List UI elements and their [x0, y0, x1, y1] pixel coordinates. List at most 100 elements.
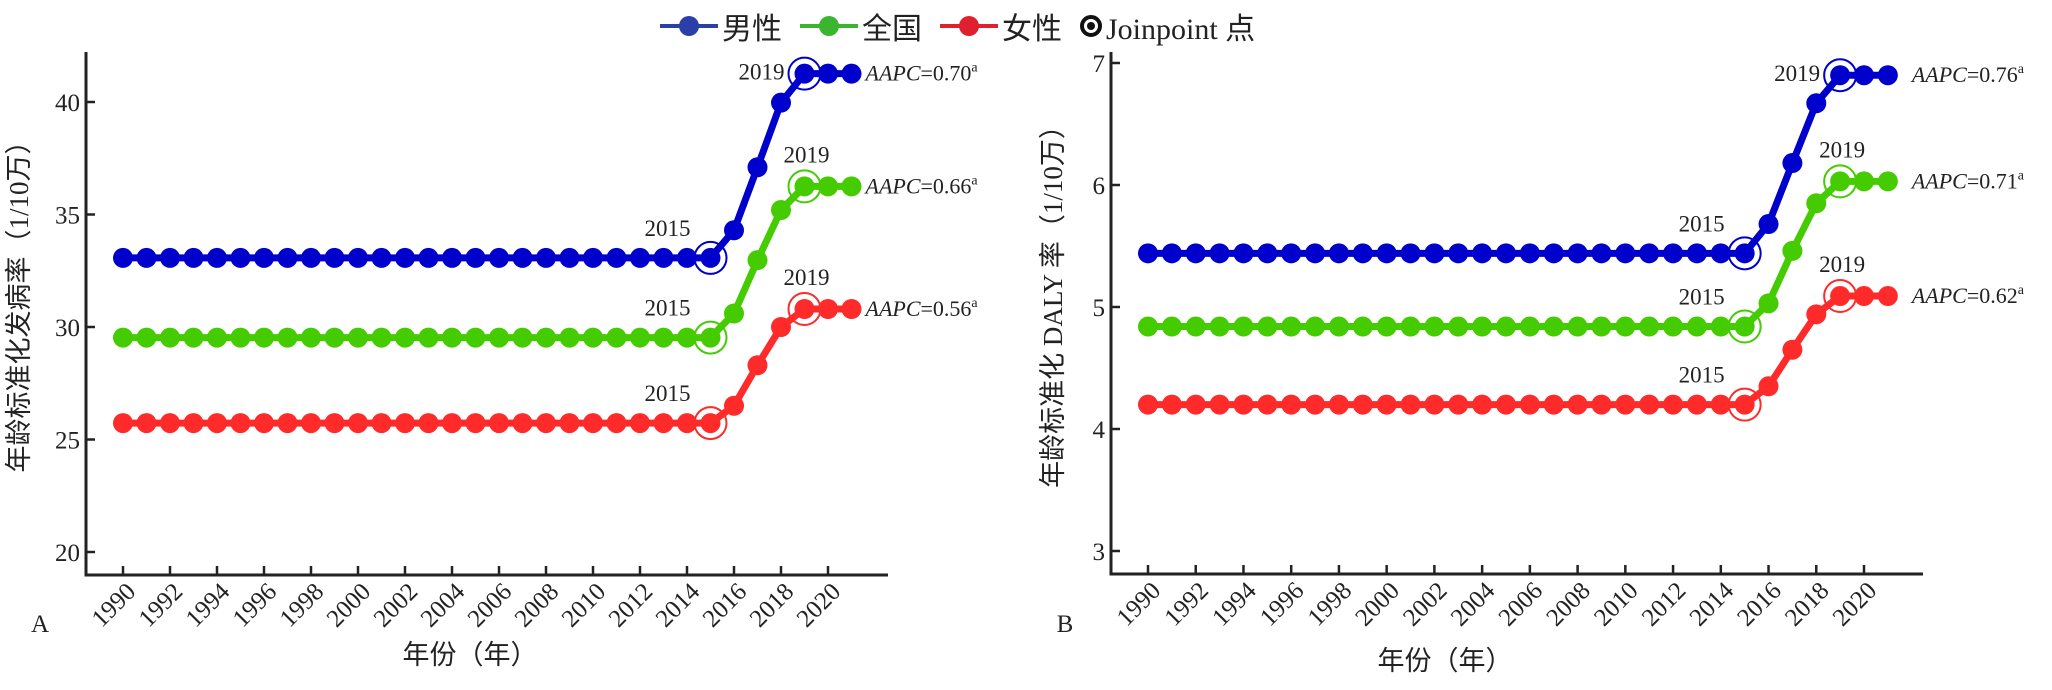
- legend-label-female: 女性: [1002, 13, 1062, 46]
- data-point: [113, 327, 133, 348]
- joinpoint-marker: [1823, 164, 1858, 199]
- data-point: [536, 327, 556, 348]
- data-point: [1376, 316, 1397, 337]
- data-point: [254, 247, 274, 268]
- data-point: [536, 413, 556, 434]
- y-axis-title: 年龄标准化发病率（1/10万）: [4, 127, 34, 472]
- data-point: [841, 299, 862, 319]
- data-point: [747, 250, 768, 271]
- joinpoint-year-label: 2015: [1679, 211, 1725, 236]
- x-tick-label: 2000: [1350, 577, 1404, 631]
- data-point: [442, 327, 462, 348]
- x-axis-title: 年份（年）: [403, 640, 538, 670]
- legend-item-national: 全国: [800, 4, 922, 48]
- data-point: [1806, 193, 1827, 214]
- data-point: [1877, 286, 1898, 307]
- data-point: [677, 327, 697, 348]
- data-point: [183, 327, 204, 348]
- data-point: [1758, 376, 1779, 397]
- data-point: [1686, 394, 1707, 415]
- data-point: [348, 247, 368, 268]
- x-tick-label: 1998: [1303, 577, 1357, 631]
- data-point: [230, 413, 251, 434]
- data-point: [583, 413, 603, 434]
- data-point: [277, 327, 298, 348]
- legend-item-female: 女性: [940, 4, 1062, 48]
- data-point: [1519, 316, 1540, 337]
- data-point: [160, 327, 180, 348]
- data-point: [1281, 394, 1302, 415]
- data-point: [1782, 240, 1803, 261]
- data-point: [1161, 243, 1182, 264]
- data-point: [630, 247, 650, 268]
- aapc-label: AAPC=0.70a: [864, 61, 979, 86]
- x-tick-label: 1994: [181, 578, 236, 633]
- joinpoint-year-label: 2015: [645, 216, 691, 241]
- data-point: [1209, 316, 1230, 337]
- y-tick-label: 4: [1093, 417, 1106, 444]
- data-point: [1161, 316, 1182, 337]
- data-point: [418, 413, 439, 434]
- x-tick-label: 1990: [1112, 577, 1166, 631]
- data-point: [1281, 243, 1302, 264]
- data-point: [1233, 243, 1254, 264]
- data-point: [653, 327, 674, 348]
- data-point: [254, 327, 274, 348]
- data-point: [559, 327, 580, 348]
- data-point: [1854, 286, 1874, 307]
- data-point: [1328, 243, 1349, 264]
- chart-panel-b: 3456719901992199419961998200020022004200…: [1038, 51, 2025, 676]
- joinpoint-marker: [1823, 58, 1858, 93]
- data-point: [1734, 316, 1755, 337]
- data-point: [1734, 394, 1755, 415]
- data-point: [442, 413, 462, 434]
- x-tick-label: 2016: [1732, 577, 1786, 631]
- data-point: [395, 247, 415, 268]
- aapc-significance-mark: a: [2018, 168, 2025, 183]
- data-point: [747, 355, 768, 376]
- data-point: [1758, 214, 1779, 235]
- x-tick-label: 2010: [557, 578, 611, 632]
- legend-label-joinpoint: Joinpoint 点: [1106, 13, 1256, 46]
- data-point: [183, 413, 204, 434]
- panel-letter: A: [31, 611, 49, 638]
- data-point: [1400, 394, 1421, 415]
- data-point: [465, 327, 486, 348]
- data-point: [207, 413, 227, 434]
- data-point: [724, 220, 744, 241]
- data-point: [1328, 394, 1349, 415]
- data-point: [277, 413, 298, 434]
- x-tick-label: 2012: [604, 578, 658, 632]
- x-tick-label: 1992: [1160, 577, 1214, 631]
- data-point: [1877, 65, 1898, 86]
- data-point: [794, 299, 815, 319]
- data-point: [324, 327, 345, 348]
- data-point: [512, 327, 533, 348]
- y-tick-label: 20: [55, 540, 80, 567]
- data-point: [1305, 394, 1326, 415]
- data-point: [1496, 316, 1516, 337]
- data-point: [442, 247, 462, 268]
- data-point: [1615, 316, 1636, 337]
- data-point: [606, 413, 627, 434]
- x-tick-label: 2008: [510, 578, 564, 632]
- data-point: [1591, 243, 1612, 264]
- data-point: [724, 395, 744, 416]
- x-tick-label: 2020: [792, 578, 846, 632]
- legend-swatch-female: [940, 11, 998, 41]
- data-point: [1519, 394, 1540, 415]
- data-point: [559, 413, 580, 434]
- data-point: [113, 247, 133, 268]
- data-point: [136, 327, 157, 348]
- data-point: [1663, 243, 1684, 264]
- data-point: [1257, 243, 1278, 264]
- data-point: [1830, 65, 1851, 86]
- data-point: [1567, 243, 1588, 264]
- y-tick-label: 30: [55, 315, 80, 342]
- data-point: [465, 247, 486, 268]
- aapc-significance-mark: a: [971, 173, 978, 188]
- data-point: [1830, 286, 1851, 307]
